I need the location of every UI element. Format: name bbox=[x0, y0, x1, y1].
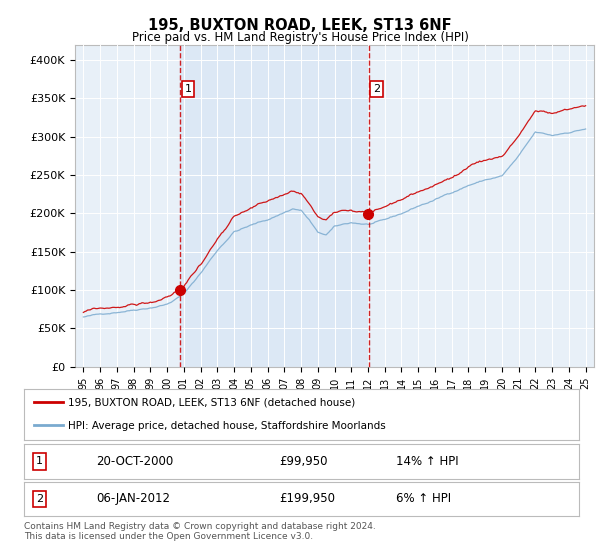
Text: 6% ↑ HPI: 6% ↑ HPI bbox=[396, 492, 451, 506]
Text: 2: 2 bbox=[373, 84, 380, 94]
Text: 14% ↑ HPI: 14% ↑ HPI bbox=[396, 455, 458, 468]
Text: 1: 1 bbox=[184, 84, 191, 94]
Text: £199,950: £199,950 bbox=[280, 492, 335, 506]
Text: Contains HM Land Registry data © Crown copyright and database right 2024.
This d: Contains HM Land Registry data © Crown c… bbox=[24, 522, 376, 542]
Text: HPI: Average price, detached house, Staffordshire Moorlands: HPI: Average price, detached house, Staf… bbox=[68, 422, 386, 432]
Text: 195, BUXTON ROAD, LEEK, ST13 6NF (detached house): 195, BUXTON ROAD, LEEK, ST13 6NF (detach… bbox=[68, 398, 356, 408]
Text: 20-OCT-2000: 20-OCT-2000 bbox=[96, 455, 173, 468]
Text: 06-JAN-2012: 06-JAN-2012 bbox=[96, 492, 170, 506]
Text: 1: 1 bbox=[36, 456, 43, 466]
Text: 2: 2 bbox=[36, 494, 43, 504]
Bar bbox=[181, 45, 368, 367]
Text: £99,950: £99,950 bbox=[280, 455, 328, 468]
Text: Price paid vs. HM Land Registry's House Price Index (HPI): Price paid vs. HM Land Registry's House … bbox=[131, 31, 469, 44]
Text: 195, BUXTON ROAD, LEEK, ST13 6NF: 195, BUXTON ROAD, LEEK, ST13 6NF bbox=[148, 18, 452, 33]
